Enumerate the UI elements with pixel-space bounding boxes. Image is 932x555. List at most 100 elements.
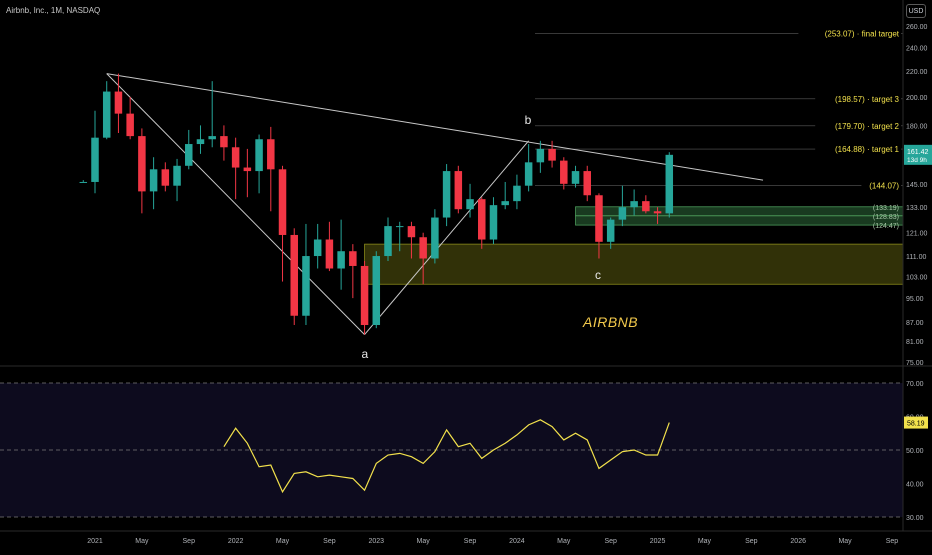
level-label-4: (144.07): [869, 182, 899, 191]
price-tick-13: 81.00: [906, 339, 924, 346]
candle-body-2021-05: [138, 136, 146, 192]
candle-body-2023-11: [489, 205, 498, 240]
candle-body-2021-09: [185, 144, 193, 166]
symbol-header: Airbnb, Inc., 1M, NASDAQ: [6, 6, 101, 15]
candle-body-2023-10: [478, 199, 486, 240]
rsi-last-value: 58.19: [907, 421, 925, 428]
time-tick-2: Sep: [183, 538, 196, 545]
rsi-line: [223, 419, 670, 494]
candle-body-2022-11: [349, 251, 357, 266]
candle-body-2021-11: [208, 136, 216, 140]
candle-body-2023-03: [395, 226, 404, 228]
time-tick-13: May: [698, 538, 712, 545]
candle-body-2022-03: [255, 139, 263, 172]
candle-body-2023-04: [407, 226, 416, 238]
candle-body-2022-08: [313, 239, 322, 257]
level-lines-layer: (253.07) · final target (198.57) · target…: [535, 28, 903, 230]
level-label-bg-0: [798, 28, 901, 39]
chart-watermark: AIRBNB: [583, 314, 639, 330]
time-tick-6: 2023: [368, 538, 384, 545]
candle-body-2022-06: [290, 234, 298, 316]
level-label-0: (253.07) · final target: [825, 29, 900, 38]
price-tick-3: 200.00: [906, 95, 928, 102]
candle-body-2022-10: [337, 251, 345, 269]
level-label-bg-1: [815, 93, 901, 104]
time-tick-4: May: [276, 538, 290, 545]
candle-body-2023-01: [372, 256, 381, 326]
wave-label-c: c: [594, 268, 601, 283]
candles-layer: [79, 73, 674, 335]
candle-body-2021-02: [102, 91, 111, 138]
wave-label-b: b: [524, 112, 532, 127]
time-tick-9: 2024: [509, 538, 525, 545]
price-tick-0: 260.00: [906, 24, 928, 31]
candle-body-2021-01: [91, 137, 99, 182]
candle-body-2022-04: [267, 139, 275, 170]
time-tick-10: May: [557, 538, 571, 545]
candle-body-2023-02: [384, 226, 392, 257]
time-tick-14: Sep: [745, 538, 758, 545]
candle-body-2024-07: [583, 171, 591, 196]
candle-body-2024-05: [560, 160, 568, 184]
rsi-last-tag: [904, 416, 928, 429]
price-tick-2: 220.00: [906, 69, 928, 76]
last-price-countdown: 13d 9h: [907, 157, 927, 164]
candle-body-2024-10: [618, 207, 627, 220]
time-tick-5: Sep: [323, 538, 336, 545]
time-tick-0: 2021: [87, 538, 103, 545]
last-price-tag: [904, 144, 932, 165]
candle-body-2025-01: [653, 211, 662, 214]
time-tick-15: 2026: [790, 538, 806, 545]
time-tick-7: May: [417, 538, 431, 545]
candle-body-2021-07: [161, 169, 170, 186]
wave-label-a: a: [361, 346, 369, 361]
price-tick-4: 180.00: [906, 123, 928, 130]
level-label-3: (164.88) · target 1: [835, 145, 900, 154]
zone-demand-zone: [364, 243, 904, 285]
rsi-tick-0: 70.00: [906, 381, 924, 388]
candle-body-2023-08: [454, 171, 463, 210]
candle-body-2024-04: [548, 148, 556, 161]
candle-body-2024-06: [571, 171, 580, 184]
candle-body-2021-08: [173, 165, 181, 186]
candle-body-2021-10: [196, 139, 205, 145]
candle-body-2024-11: [630, 201, 638, 208]
candle-body-2023-12: [501, 201, 509, 206]
zones-layer: [364, 206, 904, 285]
level-label-5: (133.19): [873, 205, 899, 212]
level-label-bg-4: [861, 180, 901, 191]
candle-body-2022-07: [302, 256, 310, 316]
price-tick-11: 95.00: [906, 296, 924, 303]
level-label-bg-3: [815, 144, 901, 155]
candle-body-2022-12: [360, 265, 369, 326]
level-label-7: (124.47): [873, 223, 899, 230]
candle-body-2023-07: [442, 171, 451, 218]
candle-body-2021-12: [220, 136, 228, 148]
trendlines-layer: [106, 73, 764, 335]
level-label-bg-2: [815, 120, 901, 131]
currency-button[interactable]: USD: [906, 4, 926, 18]
candle-body-2024-01: [513, 185, 521, 202]
candle-body-2023-06: [431, 217, 439, 259]
candle-body-2022-01: [231, 147, 240, 168]
level-label-1: (198.57) · target 3: [835, 95, 900, 104]
price-tick-6: 145.00: [906, 182, 928, 189]
trendline-wave-2: [364, 140, 530, 335]
candle-body-2020-12: [79, 181, 88, 183]
rsi-pane: [0, 382, 903, 518]
candle-body-2024-08: [595, 195, 603, 242]
candle-body-2022-05: [278, 169, 287, 235]
rsi-tick-4: 30.00: [906, 515, 924, 522]
candle-body-2024-09: [606, 219, 615, 242]
candle-body-2023-05: [419, 237, 427, 259]
candle-body-2024-03: [536, 148, 545, 163]
price-tick-12: 87.00: [906, 320, 924, 327]
candle-body-2025-02: [665, 154, 674, 214]
trendline-upper-resistance: [106, 73, 764, 181]
time-tick-3: 2022: [228, 538, 244, 545]
candle-body-2023-09: [466, 199, 474, 210]
time-tick-11: Sep: [604, 538, 617, 545]
time-tick-1: May: [135, 538, 149, 545]
